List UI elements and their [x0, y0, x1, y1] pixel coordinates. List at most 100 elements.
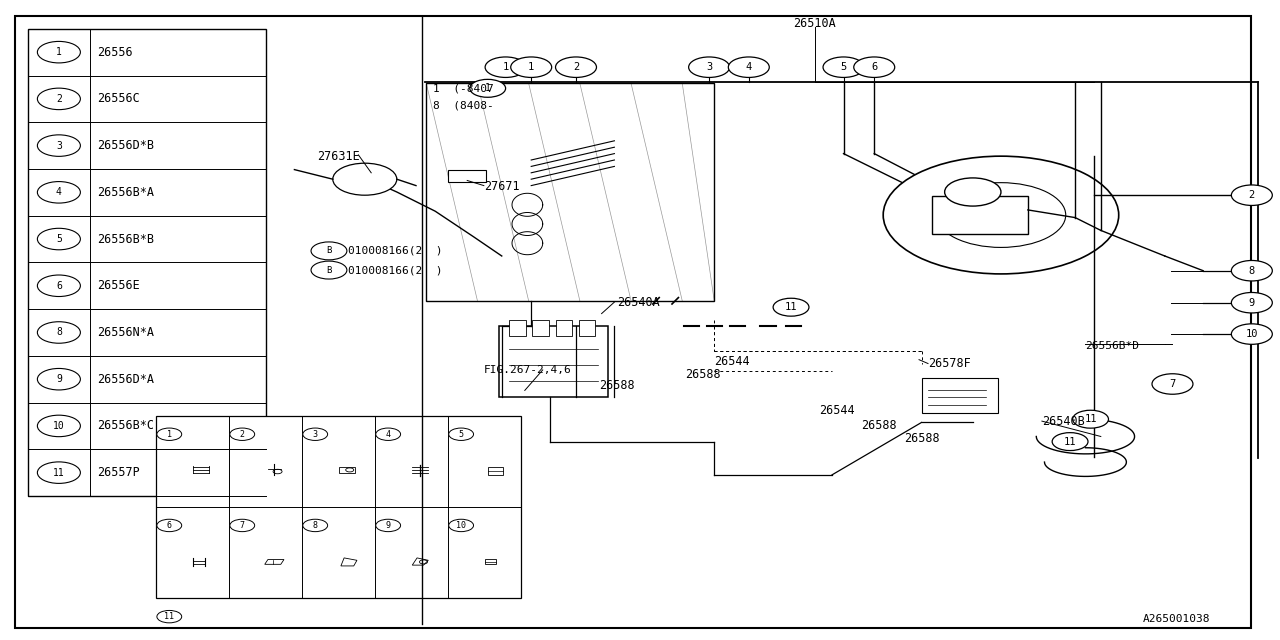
Text: 26540A: 26540A	[617, 296, 659, 308]
Text: 26556D*B: 26556D*B	[97, 139, 155, 152]
Text: 26588: 26588	[685, 368, 721, 381]
Text: 26588: 26588	[599, 379, 635, 392]
Text: 4: 4	[56, 188, 61, 197]
Circle shape	[485, 57, 526, 77]
Circle shape	[1152, 374, 1193, 394]
Circle shape	[37, 135, 81, 156]
Text: 26544: 26544	[819, 404, 855, 417]
Text: 26510A: 26510A	[794, 17, 836, 30]
Text: 3: 3	[312, 429, 317, 439]
Text: 010008166(2  ): 010008166(2 )	[348, 246, 443, 256]
Text: 26557P: 26557P	[97, 466, 140, 479]
Bar	[556, 320, 572, 336]
Text: 6: 6	[166, 521, 172, 530]
Text: 10: 10	[1245, 329, 1258, 339]
Text: 1: 1	[529, 62, 534, 72]
Text: 2: 2	[56, 94, 61, 104]
Bar	[156, 416, 521, 598]
Text: 26588: 26588	[861, 419, 897, 432]
Text: 26556B*B: 26556B*B	[97, 232, 155, 246]
Text: 5: 5	[56, 234, 61, 244]
Circle shape	[303, 428, 328, 440]
Text: 8: 8	[56, 328, 61, 337]
Circle shape	[303, 519, 328, 532]
Circle shape	[37, 322, 81, 343]
Circle shape	[37, 42, 81, 63]
Circle shape	[230, 428, 255, 440]
Circle shape	[883, 156, 1119, 274]
Text: 26556N*A: 26556N*A	[97, 326, 155, 339]
Bar	[448, 170, 486, 182]
Text: 8: 8	[1249, 266, 1254, 276]
Text: 26556C: 26556C	[97, 92, 140, 106]
Text: 6: 6	[56, 281, 61, 291]
Text: 11: 11	[785, 302, 797, 312]
Circle shape	[37, 415, 81, 436]
Circle shape	[311, 242, 347, 260]
Circle shape	[37, 228, 81, 250]
Circle shape	[37, 369, 81, 390]
Text: 26556B*A: 26556B*A	[97, 186, 155, 199]
Text: 8: 8	[312, 521, 317, 530]
Text: 9: 9	[1249, 298, 1254, 308]
Circle shape	[1231, 324, 1272, 344]
Circle shape	[823, 57, 864, 77]
Text: 26588: 26588	[904, 432, 940, 445]
Circle shape	[936, 182, 1066, 248]
Text: 26556E: 26556E	[97, 279, 140, 292]
Circle shape	[1231, 185, 1272, 205]
Bar	[28, 29, 266, 496]
Text: 1: 1	[485, 83, 490, 93]
Text: 2: 2	[239, 429, 244, 439]
Text: 1: 1	[503, 62, 508, 72]
Circle shape	[945, 178, 1001, 206]
Text: 11: 11	[1084, 414, 1097, 424]
Text: 9: 9	[385, 521, 390, 530]
Bar	[922, 378, 998, 413]
Circle shape	[1231, 292, 1272, 313]
Bar	[499, 326, 608, 397]
Text: 6: 6	[872, 62, 877, 72]
Circle shape	[37, 182, 81, 203]
Circle shape	[773, 298, 809, 316]
Circle shape	[689, 57, 730, 77]
Text: A265001038: A265001038	[1143, 614, 1211, 624]
Circle shape	[1231, 260, 1272, 281]
Bar	[426, 83, 714, 301]
Text: B: B	[326, 246, 332, 255]
Circle shape	[449, 519, 474, 532]
Text: 11: 11	[1064, 436, 1076, 447]
Text: 1  (-8407: 1 (-8407	[433, 83, 493, 93]
Circle shape	[1052, 433, 1088, 451]
Circle shape	[230, 519, 255, 532]
Circle shape	[511, 57, 552, 77]
Circle shape	[37, 275, 81, 296]
Text: 10: 10	[456, 521, 466, 530]
Circle shape	[157, 519, 182, 532]
Text: 27671: 27671	[484, 180, 520, 193]
Text: 26556B*D: 26556B*D	[1085, 340, 1139, 351]
Circle shape	[311, 261, 347, 279]
Text: 11: 11	[164, 612, 174, 621]
Circle shape	[376, 519, 401, 532]
Text: 26556: 26556	[97, 45, 133, 59]
Circle shape	[376, 428, 401, 440]
Circle shape	[333, 163, 397, 195]
Bar	[579, 320, 595, 336]
Text: 26540B: 26540B	[1042, 415, 1084, 428]
Text: 1: 1	[56, 47, 61, 57]
Circle shape	[157, 428, 182, 440]
Text: 1: 1	[166, 429, 172, 439]
Text: 3: 3	[56, 141, 61, 150]
Circle shape	[1073, 410, 1108, 428]
Text: 26556D*A: 26556D*A	[97, 372, 155, 386]
Text: 8  (8408-: 8 (8408-	[433, 100, 493, 111]
Text: 7: 7	[239, 521, 244, 530]
Text: 11: 11	[52, 468, 65, 477]
Text: 7: 7	[1170, 379, 1175, 389]
Circle shape	[728, 57, 769, 77]
Text: 9: 9	[56, 374, 61, 384]
Text: 2: 2	[573, 62, 579, 72]
Bar	[509, 320, 526, 336]
Text: B: B	[326, 266, 332, 275]
